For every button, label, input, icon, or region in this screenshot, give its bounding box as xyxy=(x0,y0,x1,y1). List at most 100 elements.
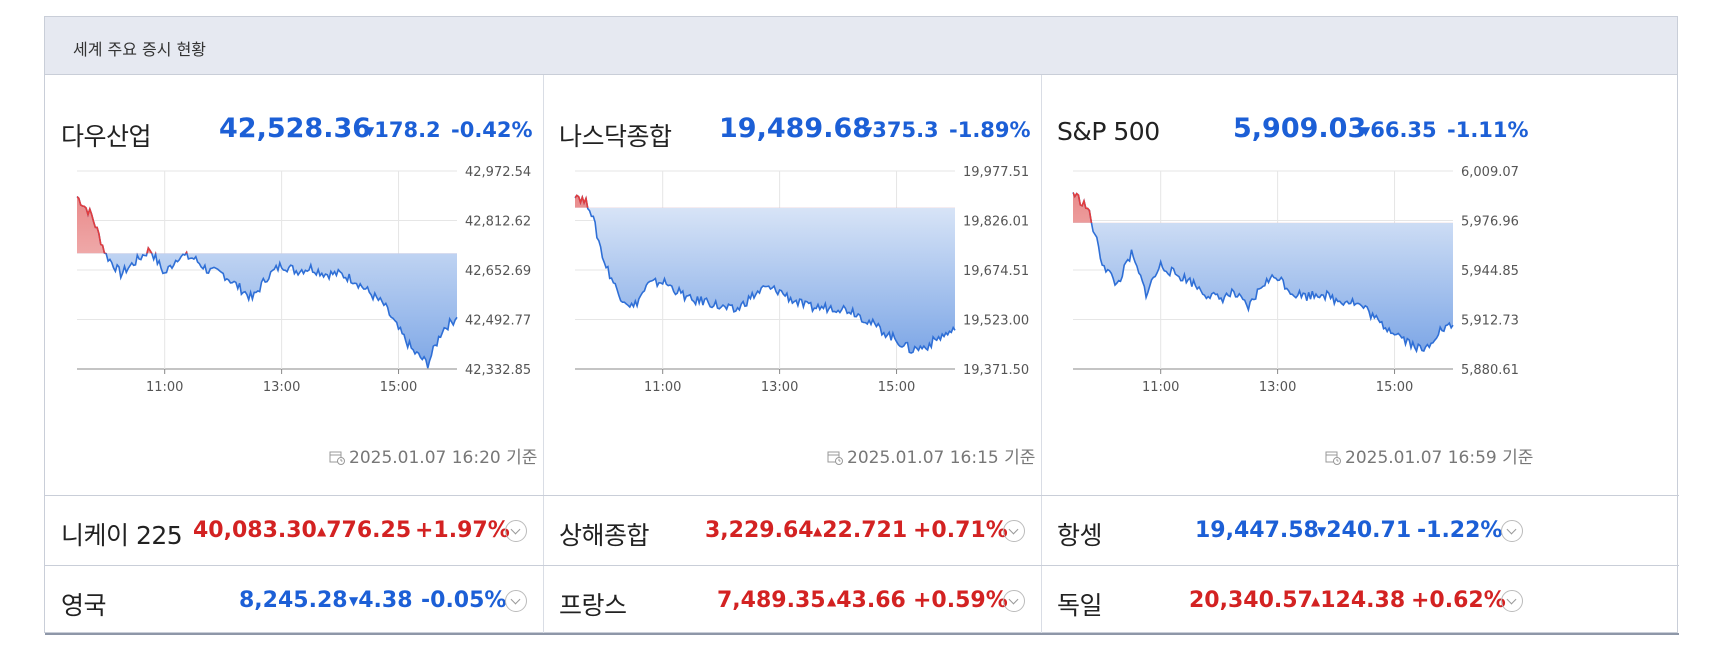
y-tick-label: 19,977.51 xyxy=(963,165,1029,180)
down-arrow-icon: ▼ xyxy=(1361,124,1371,138)
series-line xyxy=(574,194,956,354)
index-change: ▼178.2 xyxy=(365,118,441,142)
index-pct: -1.89% xyxy=(949,118,1031,142)
y-tick-label: 42,492.77 xyxy=(465,314,531,329)
market-name[interactable]: 니케이 225 xyxy=(61,521,183,550)
market-row-france[interactable]: 프랑스 7,489.35 ▲43.66 +0.59% xyxy=(543,565,1041,635)
down-arrow-icon: ▼ xyxy=(349,594,359,608)
y-tick-label: 42,812.62 xyxy=(465,215,531,230)
index-panel-dow[interactable]: 다우산업 42,528.36 ▼178.2 -0.42% 42,972.54 42… xyxy=(45,75,543,495)
market-row-shanghai[interactable]: 상해종합 3,229.64 ▲22.721 +0.71% xyxy=(543,495,1041,565)
market-pct: -1.22% xyxy=(1417,518,1503,543)
index-pct: -1.11% xyxy=(1447,118,1529,142)
timestamp: 2025.01.07 16:20 기준 xyxy=(329,443,537,468)
panel-divider xyxy=(1041,75,1042,633)
market-name[interactable]: 독일 xyxy=(1057,591,1103,620)
y-tick-label: 42,972.54 xyxy=(465,165,531,180)
down-arrow-icon: ▼ xyxy=(863,124,873,138)
index-change: ▼375.3 xyxy=(863,118,939,142)
chevron-down-icon[interactable] xyxy=(1501,590,1523,612)
index-panel-nasdaq[interactable]: 나스닥종합 19,489.68 ▼375.3 -1.89% 19,977.51 1… xyxy=(543,75,1041,495)
index-value: 42,528.36 xyxy=(219,113,372,144)
x-tick-label: 13:00 xyxy=(1259,380,1296,395)
chevron-down-icon[interactable] xyxy=(505,520,527,542)
chevron-down-icon[interactable] xyxy=(1003,590,1025,612)
market-pct: -0.05% xyxy=(421,588,507,613)
market-value: 20,340.57 xyxy=(1189,588,1313,613)
market-change: ▼4.38 xyxy=(349,588,413,613)
market-change: ▲776.25 xyxy=(317,518,412,543)
down-arrow-icon: ▼ xyxy=(1317,524,1327,538)
market-change: ▲22.721 xyxy=(813,518,908,543)
intraday-chart[interactable]: 19,977.51 19,826.01 19,674.51 19,523.00 19,3… xyxy=(543,75,1041,435)
market-row-uk[interactable]: 영국 8,245.28 ▼4.38 -0.05% xyxy=(45,565,543,635)
market-pct: +0.71% xyxy=(913,518,1008,543)
timestamp: 2025.01.07 16:15 기준 xyxy=(827,443,1035,468)
index-value: 5,909.03 xyxy=(1233,113,1367,144)
index-name[interactable]: 나스닥종합 xyxy=(559,122,672,151)
chevron-down-icon[interactable] xyxy=(1501,520,1523,542)
series-line xyxy=(76,196,458,369)
calendar-clock-icon xyxy=(827,451,843,465)
market-row-germany[interactable]: 독일 20,340.57 ▲124.38 +0.62% xyxy=(1041,565,1679,635)
y-tick-label: 5,912.73 xyxy=(1461,314,1519,329)
area-fill xyxy=(1073,192,1453,352)
index-panel-sp500[interactable]: S&P 500 5,909.03 ▼66.35 -1.11% 6,009.07 5… xyxy=(1041,75,1679,495)
y-tick-label: 6,009.07 xyxy=(1461,165,1519,180)
x-tick-label: 15:00 xyxy=(1376,380,1413,395)
market-name[interactable]: 상해종합 xyxy=(559,521,650,550)
x-tick-label: 11:00 xyxy=(146,380,183,395)
timestamp: 2025.01.07 16:59 기준 xyxy=(1325,443,1533,468)
index-value: 19,489.68 xyxy=(719,113,872,144)
up-arrow-icon: ▲ xyxy=(317,524,327,538)
market-row-hangseng[interactable]: 항셍 19,447.58 ▼240.71 -1.22% xyxy=(1041,495,1679,565)
market-row-nikkei[interactable]: 니케이 225 40,083.30 ▲776.25 +1.97% xyxy=(45,495,543,565)
x-tick-label: 11:00 xyxy=(644,380,681,395)
market-change: ▲43.66 xyxy=(827,588,906,613)
chevron-down-icon[interactable] xyxy=(1003,520,1025,542)
market-pct: +1.97% xyxy=(415,518,510,543)
widget-title: 세계 주요 증시 현황 xyxy=(73,40,207,59)
area-fill xyxy=(575,195,955,354)
y-tick-label: 19,826.01 xyxy=(963,215,1029,230)
x-tick-label: 13:00 xyxy=(761,380,798,395)
area-fill xyxy=(77,196,457,369)
down-arrow-icon: ▼ xyxy=(365,124,375,138)
y-tick-label: 19,371.50 xyxy=(963,363,1029,378)
market-value: 40,083.30 xyxy=(193,518,317,543)
calendar-clock-icon xyxy=(1325,451,1341,465)
up-arrow-icon: ▲ xyxy=(813,524,823,538)
market-value: 8,245.28 xyxy=(239,588,348,613)
y-tick-label: 5,880.61 xyxy=(1461,363,1519,378)
index-pct: -0.42% xyxy=(451,118,533,142)
calendar-clock-icon xyxy=(329,451,345,465)
y-tick-label: 19,674.51 xyxy=(963,264,1029,279)
market-pct: +0.62% xyxy=(1411,588,1506,613)
y-tick-label: 5,976.96 xyxy=(1461,215,1519,230)
market-value: 19,447.58 xyxy=(1195,518,1319,543)
market-name[interactable]: 영국 xyxy=(61,591,107,620)
chevron-down-icon[interactable] xyxy=(505,590,527,612)
series-line xyxy=(1072,192,1454,354)
x-tick-label: 13:00 xyxy=(263,380,300,395)
market-change: ▲124.38 xyxy=(1311,588,1406,613)
widget-header: 세계 주요 증시 현황 xyxy=(45,17,1677,75)
y-tick-label: 5,944.85 xyxy=(1461,264,1519,279)
market-name[interactable]: 항셍 xyxy=(1057,521,1103,550)
intraday-chart[interactable]: 42,972.54 42,812.62 42,652.69 42,492.77 42,3… xyxy=(45,75,543,435)
x-tick-label: 11:00 xyxy=(1142,380,1179,395)
index-change: ▼66.35 xyxy=(1361,118,1437,142)
y-tick-label: 42,652.69 xyxy=(465,264,531,279)
intraday-chart[interactable]: 6,009.07 5,976.96 5,944.85 5,912.73 5,880.61… xyxy=(1041,75,1539,435)
index-name[interactable]: S&P 500 xyxy=(1057,117,1160,146)
market-value: 3,229.64 xyxy=(705,518,814,543)
x-tick-label: 15:00 xyxy=(380,380,417,395)
index-name[interactable]: 다우산업 xyxy=(61,122,152,151)
y-tick-label: 19,523.00 xyxy=(963,314,1029,329)
up-arrow-icon: ▲ xyxy=(827,594,837,608)
market-value: 7,489.35 xyxy=(717,588,826,613)
market-name[interactable]: 프랑스 xyxy=(559,591,627,620)
panel-divider xyxy=(543,75,544,633)
up-arrow-icon: ▲ xyxy=(1311,594,1321,608)
world-stock-widget: 세계 주요 증시 현황 다우산업 42,528.36 ▼178.2 -0.42%… xyxy=(44,16,1679,635)
